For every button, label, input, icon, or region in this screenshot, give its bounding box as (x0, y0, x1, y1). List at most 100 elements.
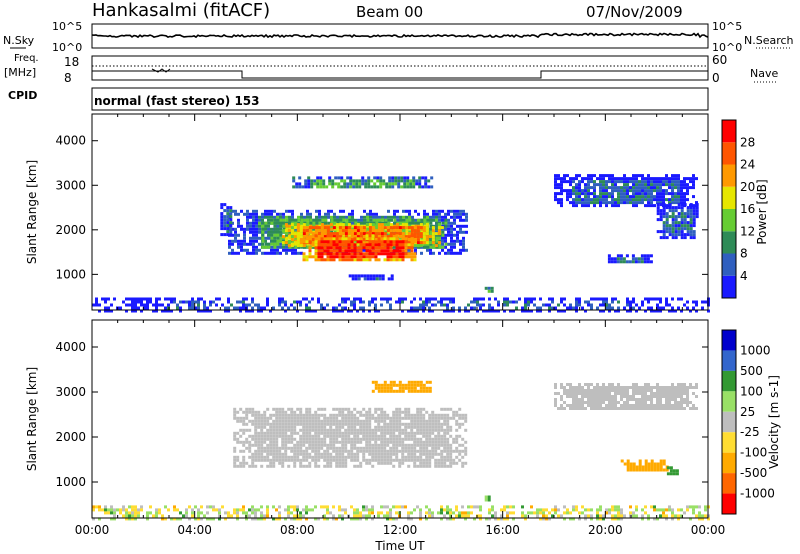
vel-cell-2 (647, 398, 650, 401)
power-cell-0 (462, 239, 465, 243)
vel-cell-1 (422, 386, 426, 390)
power-cell-9 (161, 303, 164, 307)
power-cell-1 (402, 227, 406, 231)
vel-cell-0 (443, 413, 447, 417)
vel-cell-0 (293, 419, 297, 423)
power-cell-0 (444, 239, 447, 243)
vel-cell-0 (290, 428, 294, 432)
vel-cell-0 (356, 431, 360, 435)
power-cell-1 (270, 230, 274, 234)
power-cell-0 (423, 215, 426, 219)
vel-cell-2 (578, 404, 581, 407)
vel-cell-0 (371, 437, 375, 441)
vel-cell-0 (299, 413, 303, 417)
power-cell-0 (246, 221, 249, 225)
power-cell-9 (446, 309, 449, 313)
power-cell-8 (619, 254, 623, 258)
power-cell-9 (416, 306, 419, 310)
vel-cell-2 (623, 401, 626, 404)
power-cell-0 (408, 248, 411, 252)
vel-cell-0 (353, 431, 357, 435)
power-cell-2 (389, 229, 393, 233)
power-cell-2 (347, 223, 351, 227)
power-cell-5 (418, 185, 422, 189)
vel-cell-0 (341, 464, 345, 468)
power-cell-1 (363, 221, 367, 225)
power-cell-0 (453, 209, 456, 213)
power-cell-3 (407, 252, 411, 256)
power-cell-0 (234, 239, 237, 243)
vel-cell-0 (401, 428, 405, 432)
vel-cell-2 (677, 401, 680, 404)
power-cell-9 (401, 300, 404, 304)
power-cell-9 (521, 309, 524, 313)
power-cell-9 (626, 303, 629, 307)
power-cell-6 (677, 183, 680, 187)
power-cell-7 (659, 212, 663, 216)
vel-cell-0 (437, 422, 441, 426)
power-cell-0 (405, 209, 408, 213)
vel-cell-2 (641, 401, 644, 404)
power-cell-11 (390, 274, 394, 278)
power-cell-5 (316, 176, 320, 180)
vel-cell-0 (455, 440, 459, 444)
power-cell-6 (635, 195, 638, 199)
power-cell-9 (641, 300, 644, 304)
power-cell-9 (656, 297, 659, 301)
vel-cell-0 (317, 431, 321, 435)
power-cell-6 (653, 204, 656, 208)
vel-cell-0 (338, 431, 342, 435)
vel-cell-0 (425, 431, 429, 435)
power-cell-0 (237, 224, 240, 228)
power-cell-6 (656, 192, 659, 196)
vel-cell-0 (401, 449, 405, 453)
power-cell-0 (267, 221, 270, 225)
vel-cell-0 (269, 425, 273, 429)
power-cell-0 (432, 251, 435, 255)
vel-cell-0 (302, 419, 306, 423)
power-cell-9 (209, 303, 212, 307)
power-cell-6 (668, 177, 671, 181)
vel-cell-0 (284, 446, 288, 450)
power-cell-1 (342, 218, 346, 222)
vel-cell-0 (335, 461, 339, 465)
vel-cell-2 (674, 404, 677, 407)
power-cell-1 (309, 230, 313, 234)
power-cell-2 (323, 229, 327, 233)
power-cell-7 (671, 233, 675, 237)
vel-cell-0 (332, 458, 336, 462)
vel-cell-0 (332, 434, 336, 438)
vel-cell-2 (680, 386, 683, 389)
power-cell-2 (413, 232, 417, 236)
vel-cell-0 (461, 449, 465, 453)
power-cell-2 (362, 238, 366, 242)
power-cell-3 (350, 252, 354, 256)
power-cell-3 (323, 258, 327, 262)
vel-cell-0 (272, 431, 276, 435)
vel-cell-0 (341, 449, 345, 453)
vel-cell-1 (377, 389, 381, 393)
power-cell-5 (418, 176, 422, 180)
power-cell-1 (429, 230, 433, 234)
power-cell-2 (368, 223, 372, 227)
vel-cell-2 (668, 398, 671, 401)
vel-cell-0 (269, 434, 273, 438)
vel-cell-2 (632, 389, 635, 392)
vel-cell-2 (650, 389, 653, 392)
vel-cell-0 (443, 422, 447, 426)
vel-cell-0 (449, 449, 453, 453)
vel-cell-2 (644, 389, 647, 392)
vel-cell-0 (269, 446, 273, 450)
power-cell-9 (425, 300, 428, 304)
power-cell-4 (223, 221, 227, 225)
power-cell-9 (263, 306, 266, 310)
power-cell-9 (425, 303, 428, 307)
vel-cell-1 (392, 383, 396, 387)
vel-cell-0 (437, 437, 441, 441)
vel-cell-0 (377, 461, 381, 465)
power-cell-5 (319, 182, 323, 186)
power-cell-4 (223, 209, 227, 213)
power-cell-9 (194, 300, 197, 304)
power-cell-3 (344, 240, 348, 244)
vel-cell-2 (656, 395, 659, 398)
